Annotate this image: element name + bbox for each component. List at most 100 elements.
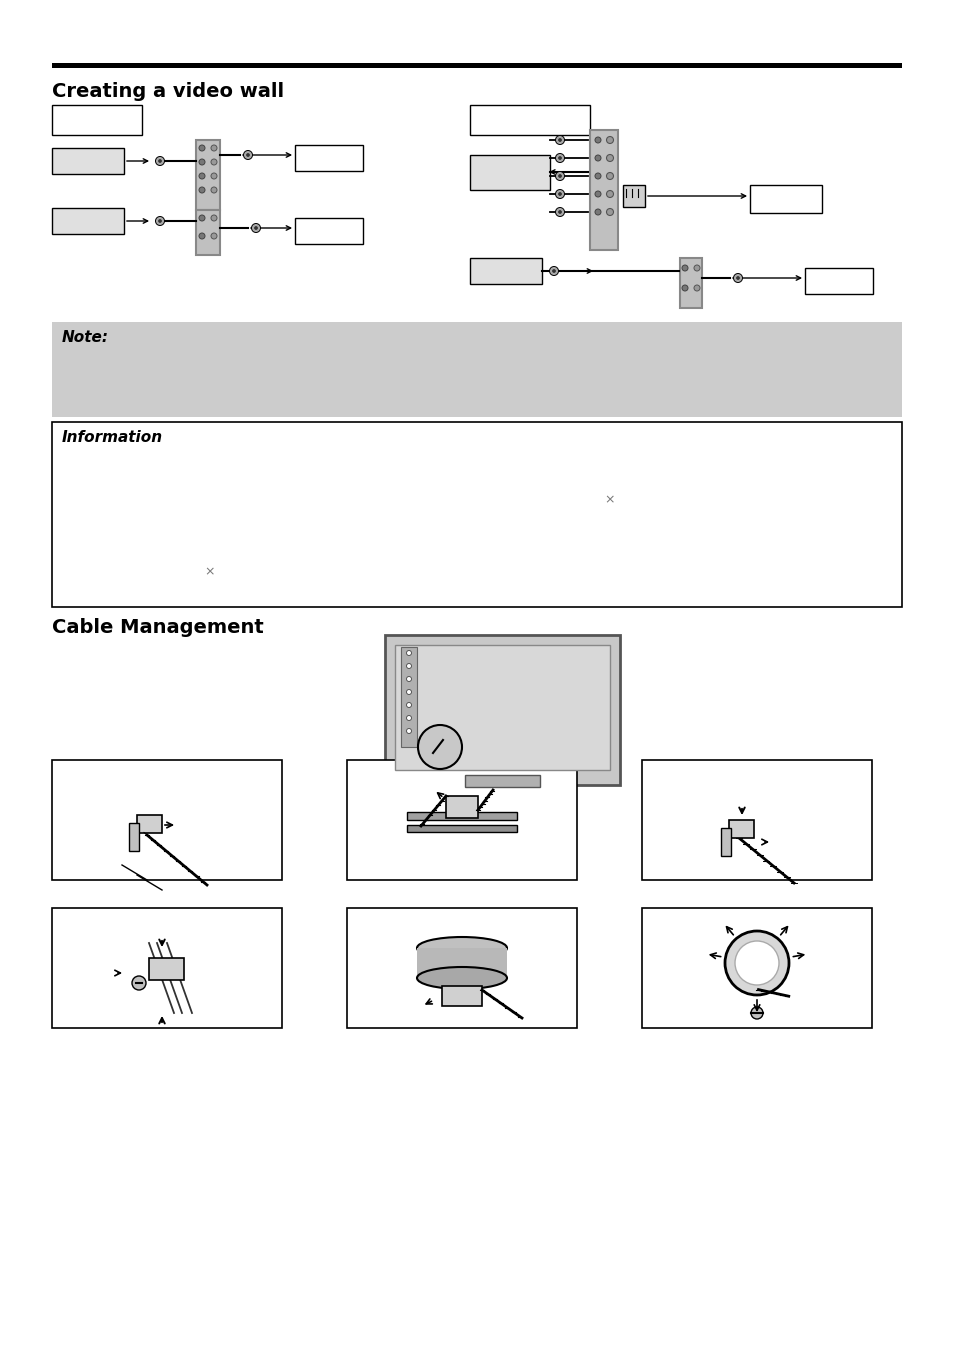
Text: Information: Information <box>62 430 163 445</box>
Bar <box>294 144 363 171</box>
Ellipse shape <box>416 967 506 989</box>
Circle shape <box>406 664 411 669</box>
Circle shape <box>199 233 205 239</box>
Bar <box>137 815 162 832</box>
Bar <box>679 258 701 308</box>
Circle shape <box>211 188 216 193</box>
Circle shape <box>158 159 161 162</box>
Circle shape <box>211 173 216 179</box>
Circle shape <box>406 728 411 734</box>
Circle shape <box>406 703 411 707</box>
Bar <box>470 105 589 135</box>
Bar <box>641 759 871 880</box>
Circle shape <box>555 171 564 181</box>
Bar <box>470 155 550 190</box>
Bar <box>641 908 871 1028</box>
Circle shape <box>549 267 558 275</box>
Circle shape <box>555 208 564 216</box>
Circle shape <box>211 159 216 165</box>
Bar <box>470 258 541 285</box>
Bar <box>464 774 539 786</box>
Circle shape <box>555 135 564 144</box>
Circle shape <box>406 650 411 656</box>
Bar <box>52 148 124 174</box>
Circle shape <box>158 220 161 223</box>
Circle shape <box>555 154 564 162</box>
Bar <box>52 422 901 607</box>
Circle shape <box>724 931 788 996</box>
Text: ×: × <box>205 565 215 579</box>
Bar <box>589 130 618 250</box>
Text: Creating a video wall: Creating a video wall <box>52 82 284 101</box>
Circle shape <box>406 715 411 720</box>
Bar <box>749 185 821 213</box>
Circle shape <box>555 189 564 198</box>
Circle shape <box>254 227 257 229</box>
Bar <box>400 648 416 747</box>
Bar <box>149 958 184 979</box>
Circle shape <box>155 156 164 166</box>
Circle shape <box>552 270 555 272</box>
Bar <box>395 645 609 770</box>
Bar <box>52 759 282 880</box>
Bar <box>385 635 619 785</box>
Circle shape <box>132 975 146 990</box>
Circle shape <box>681 264 687 271</box>
Circle shape <box>558 139 561 142</box>
Circle shape <box>606 173 613 179</box>
Circle shape <box>595 173 600 179</box>
Circle shape <box>736 277 739 279</box>
Circle shape <box>595 138 600 143</box>
Bar <box>129 823 139 851</box>
Bar <box>416 948 506 978</box>
Bar <box>195 140 220 210</box>
Circle shape <box>595 209 600 214</box>
Circle shape <box>199 188 205 193</box>
Circle shape <box>558 210 561 213</box>
Bar <box>52 322 901 417</box>
Text: Note:: Note: <box>62 331 109 345</box>
Bar <box>720 828 730 857</box>
Circle shape <box>246 154 250 156</box>
Circle shape <box>693 285 700 291</box>
Bar <box>347 908 577 1028</box>
Circle shape <box>681 285 687 291</box>
Bar <box>441 986 481 1006</box>
Bar <box>294 219 363 244</box>
Circle shape <box>558 174 561 178</box>
Circle shape <box>211 214 216 221</box>
Circle shape <box>417 724 461 769</box>
Circle shape <box>155 216 164 225</box>
Circle shape <box>211 233 216 239</box>
Circle shape <box>734 942 779 985</box>
Circle shape <box>606 190 613 197</box>
Circle shape <box>733 274 741 282</box>
Circle shape <box>558 193 561 196</box>
Bar <box>728 820 753 838</box>
Text: ×: × <box>604 494 615 506</box>
Circle shape <box>252 224 260 232</box>
Circle shape <box>199 159 205 165</box>
Circle shape <box>693 264 700 271</box>
Bar <box>195 210 220 255</box>
Circle shape <box>606 136 613 143</box>
Circle shape <box>243 151 253 159</box>
Circle shape <box>406 689 411 695</box>
Circle shape <box>211 144 216 151</box>
Circle shape <box>406 676 411 681</box>
Circle shape <box>606 209 613 216</box>
Bar <box>407 812 517 820</box>
Bar <box>446 796 477 817</box>
Circle shape <box>199 173 205 179</box>
Circle shape <box>595 192 600 197</box>
Circle shape <box>558 156 561 159</box>
Bar <box>804 268 872 294</box>
Bar <box>622 185 644 206</box>
Circle shape <box>199 214 205 221</box>
Circle shape <box>595 155 600 161</box>
Bar <box>52 105 142 135</box>
Text: Cable Management: Cable Management <box>52 618 263 637</box>
Circle shape <box>606 155 613 162</box>
Bar <box>347 759 577 880</box>
Bar <box>407 826 517 832</box>
